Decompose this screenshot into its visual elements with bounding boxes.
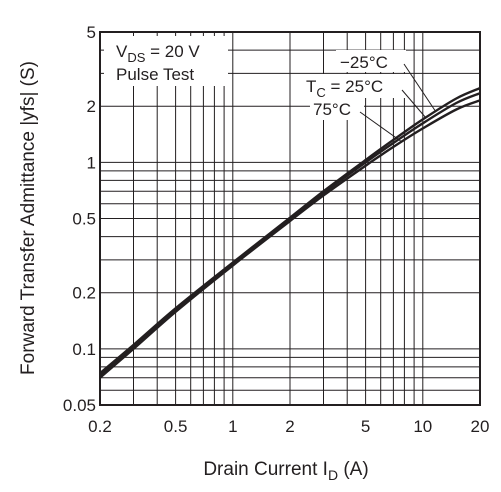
curves	[99, 86, 481, 379]
plot-frame	[99, 31, 481, 406]
pulse-test-note: Pulse Test	[116, 65, 194, 84]
x-tick-label: 10	[413, 417, 432, 436]
x-tick-label: 0.2	[88, 417, 112, 436]
series-line-0	[99, 86, 481, 375]
x-tick-label: 1	[228, 417, 237, 436]
series-label-25: TC = 25°C	[306, 77, 383, 100]
vds-condition: VDS = 20 V	[116, 42, 200, 65]
y-tick-label: 2	[87, 97, 96, 116]
series-label-bg-3	[310, 98, 364, 120]
x-axis-label: Drain Current ID (A)	[203, 459, 368, 483]
y-tick-label: 0.05	[63, 396, 96, 415]
series-label-minus25: −25°C	[340, 53, 388, 72]
y-tick-label: 5	[87, 23, 96, 42]
y-tick-label: 0.2	[72, 284, 96, 303]
conditions-box-bg	[104, 36, 228, 86]
y-tick-label: 0.5	[72, 210, 96, 229]
x-tick-label: 20	[471, 417, 490, 436]
y-tick-label: 1	[87, 153, 96, 172]
leader-25	[401, 89, 427, 119]
y-axis-label: Forward Transfer Admittance |yfs| (S)	[18, 61, 39, 375]
leader-minus25	[403, 63, 437, 113]
y-tick-labels: 0.05 0.1 0.2 0.5 1 2 5	[63, 23, 96, 415]
series-label-75: 75°C	[313, 100, 351, 119]
x-tick-label: 5	[361, 417, 370, 436]
series-label-bg-2	[302, 74, 406, 98]
series-line-2	[99, 99, 481, 379]
series-label-bg-1	[336, 50, 406, 72]
x-tick-label: 2	[285, 417, 294, 436]
x-tick-labels: 0.2 0.5 1 2 5 10 20	[88, 417, 489, 436]
leader-75	[359, 111, 403, 143]
x-tick-label: 0.5	[164, 417, 188, 436]
y-tick-label: 0.1	[72, 340, 96, 359]
series-line-1	[99, 92, 481, 377]
